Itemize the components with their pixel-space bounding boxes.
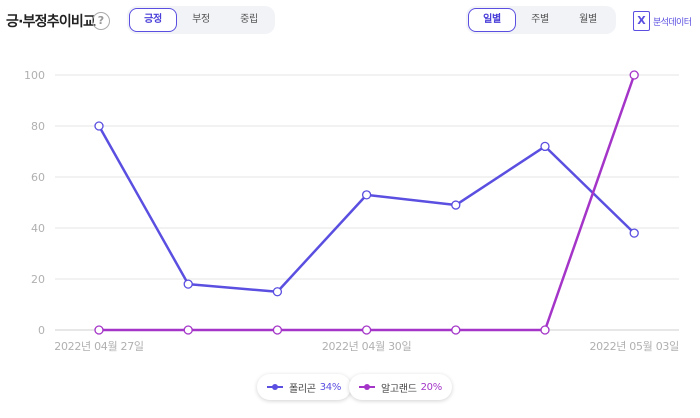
x-tick-label: 2022년 05월 03일: [589, 339, 679, 353]
data-point: [361, 190, 372, 200]
legend-label: 알고랜드: [381, 383, 417, 395]
series-line: [99, 74, 636, 332]
help-icon[interactable]: ?: [92, 12, 110, 30]
polygon-marker-icon: [267, 382, 283, 392]
legend-item-algorand[interactable]: 알고랜드 20%: [349, 374, 452, 400]
series-line: [97, 125, 636, 293]
sentiment-toggle: 긍정 부정 중립: [127, 6, 275, 34]
data-point: [272, 287, 283, 297]
y-tick-label: 0: [38, 324, 45, 337]
y-tick-label: 20: [31, 273, 45, 286]
x-tick-label: 2022년 04월 30일: [322, 339, 412, 353]
tab-negative[interactable]: 부정: [192, 14, 210, 25]
export-label: 분석데이터: [653, 17, 692, 28]
export-data-button[interactable]: X 분석데이터: [633, 11, 692, 31]
chart-grid: [55, 74, 679, 331]
data-point: [94, 121, 104, 131]
data-point: [183, 325, 193, 335]
tab-weekly[interactable]: 주별: [531, 14, 549, 25]
data-point: [361, 325, 372, 335]
legend-percent: 34%: [319, 381, 342, 393]
y-tick-label: 60: [31, 171, 45, 184]
tab-neutral[interactable]: 중립: [240, 14, 258, 25]
chart-series: [94, 70, 639, 335]
legend-percent: 20%: [420, 381, 443, 393]
data-point: [540, 141, 550, 152]
legend-item-polygon[interactable]: 폴리곤 34%: [257, 374, 352, 400]
data-point: [540, 325, 550, 335]
data-point: [451, 200, 461, 210]
data-point: [451, 325, 461, 335]
tab-monthly[interactable]: 월별: [579, 14, 597, 25]
y-tick-label: 80: [31, 120, 45, 133]
data-point: [94, 325, 104, 335]
data-point: [272, 325, 283, 335]
period-toggle: 일별 주별 월별: [466, 6, 616, 34]
data-point: [629, 228, 639, 238]
x-axis-labels: 2022년 04월 27일 2022년 04월 30일 2022년 05월 03일: [54, 339, 679, 353]
page-title: 긍·부정추이비교: [6, 14, 96, 30]
legend-label: 폴리곤: [289, 383, 316, 395]
y-axis-labels: 0 20 40 60 80 100: [24, 69, 45, 337]
x-tick-label: 2022년 04월 27일: [54, 339, 144, 353]
data-point: [629, 70, 639, 80]
tab-daily[interactable]: 일별: [468, 8, 516, 32]
algorand-marker-icon: [359, 382, 375, 392]
data-point: [183, 279, 193, 289]
excel-icon: X: [633, 11, 650, 31]
tab-positive[interactable]: 긍정: [129, 8, 177, 32]
y-tick-label: 100: [24, 69, 45, 82]
y-tick-label: 40: [31, 222, 45, 235]
